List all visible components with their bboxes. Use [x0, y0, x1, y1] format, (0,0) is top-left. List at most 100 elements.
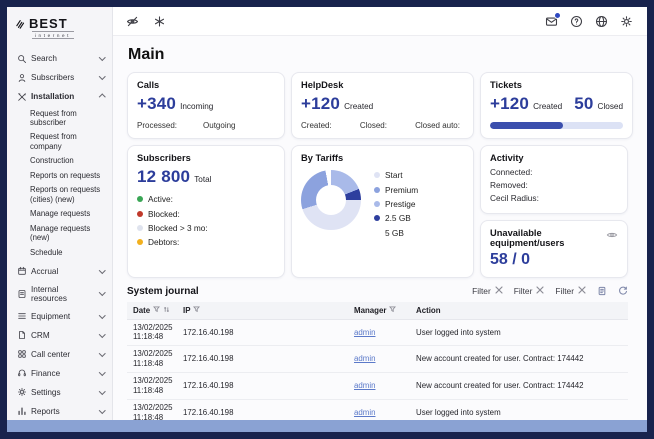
asterisk-button[interactable]	[152, 14, 167, 29]
refresh-icon	[619, 286, 627, 295]
column-header-ip[interactable]: IP	[177, 301, 348, 320]
right-column: Activity Connected: Removed: Cecil Radiu…	[480, 145, 628, 278]
chevron-up-icon	[98, 94, 105, 101]
search-icon	[16, 53, 27, 64]
legend-item-start: Start	[374, 168, 418, 182]
filter-chip-2[interactable]: Filter	[514, 286, 545, 296]
sidebar-item-accrual[interactable]: Accrual	[15, 262, 105, 281]
brand-logo: BEST internet	[15, 16, 105, 39]
main-area: Main Calls +340 Incoming Processed: Outg…	[113, 36, 647, 420]
helpdesk-value-label: Created	[344, 102, 374, 111]
sidebar-subitem-request-from-subscriber[interactable]: Request from subscriber	[30, 108, 77, 127]
close-icon[interactable]	[536, 286, 544, 296]
filter-funnel-icon[interactable]	[153, 306, 161, 315]
chevron-down-icon	[98, 54, 105, 61]
stats-row: Subscribers 12 800 Total Active: Blocked…	[127, 145, 628, 278]
sidebar-item-call-center[interactable]: Call center	[15, 345, 105, 364]
document-icon	[16, 330, 27, 341]
active-dot	[137, 196, 143, 203]
list-icon	[16, 311, 27, 322]
helpdesk-card: HelpDesk +120 Created Created: Closed: C…	[291, 72, 474, 139]
journal-refresh-button[interactable]	[618, 286, 628, 296]
manager-link[interactable]: admin	[354, 407, 376, 417]
manager-link[interactable]: admin	[354, 354, 376, 364]
tickets-closed-label: Closed	[597, 102, 624, 111]
messages-button[interactable]	[544, 11, 561, 29]
chevron-down-icon	[98, 330, 105, 338]
unavailable-value: 58 / 0	[490, 250, 531, 268]
sidebar-item-settings[interactable]: Settings	[15, 383, 105, 402]
document-icon	[598, 286, 606, 296]
activity-title: Activity	[490, 153, 524, 163]
close-icon[interactable]	[495, 286, 503, 296]
activity-removed-label: Removed:	[490, 179, 528, 190]
filter-chip-3[interactable]: Filter	[555, 286, 586, 296]
legend-item-5gb: 5 GB	[374, 226, 418, 240]
calls-processed-label: Processed:	[137, 121, 178, 130]
sidebar-item-reports[interactable]: Reports	[15, 402, 105, 420]
journal-export-button[interactable]	[597, 286, 607, 296]
mail-icon	[545, 16, 558, 26]
journal-row: 13/02/2025 11:18:48 172.16.40.198 admin N…	[127, 345, 628, 374]
manager-link[interactable]: admin	[354, 381, 376, 391]
filter-funnel-icon[interactable]	[193, 306, 201, 315]
column-header-manager[interactable]: Manager	[348, 301, 410, 320]
file-icon	[16, 288, 27, 299]
chevron-down-icon	[98, 368, 105, 376]
calls-card: Calls +340 Incoming Processed: Outgoing	[127, 72, 285, 139]
sidebar-item-installation[interactable]: Installation	[15, 87, 105, 106]
sidebar-subitem-reports-on-requests-cities-new[interactable]: Reports on requests (cities) (new)	[30, 185, 101, 204]
calendar-icon	[16, 266, 27, 277]
chevron-down-icon	[98, 387, 105, 395]
helpdesk-title: HelpDesk	[301, 80, 344, 90]
bar-chart-icon	[16, 406, 27, 417]
chevron-down-icon	[98, 266, 105, 274]
tickets-title: Tickets	[490, 80, 522, 90]
gear-icon	[16, 387, 27, 398]
installation-submenu: Request from subscriber Request from com…	[15, 106, 105, 260]
unavailable-card: Unavailable equipment/users 58 / 0	[480, 219, 628, 278]
manager-link[interactable]: admin	[354, 327, 376, 337]
column-header-action[interactable]: Action	[410, 301, 628, 320]
tools-icon	[16, 91, 27, 102]
sidebar-subitem-request-from-company[interactable]: Request from company	[30, 132, 77, 151]
help-button[interactable]	[569, 14, 584, 29]
helpdesk-value: +120	[301, 94, 341, 113]
tickets-card: Tickets +120 Created 50 Closed	[480, 72, 634, 139]
sidebar: BEST internet Search Subscribers Install…	[7, 7, 113, 420]
helpdesk-closed-auto-label: Closed auto:	[415, 121, 460, 130]
sidebar-item-search[interactable]: Search	[15, 49, 105, 68]
sidebar-subitem-schedule[interactable]: Schedule	[30, 247, 63, 257]
sort-icon[interactable]	[163, 306, 170, 315]
filter-funnel-icon[interactable]	[389, 306, 397, 315]
journal-header-row: Date IP Manager	[127, 301, 628, 320]
blocked-3mo-dot	[137, 224, 143, 231]
unavailable-eye-button[interactable]	[606, 228, 618, 246]
tariffs-donut-chart	[301, 170, 361, 230]
hide-eye-button[interactable]	[125, 14, 140, 29]
subscribers-legend: Active: Blocked: Blocked > 3 mo: Debtors…	[137, 192, 275, 250]
sidebar-item-internal-resources[interactable]: Internal resources	[15, 281, 105, 307]
settings-button[interactable]	[619, 14, 634, 29]
globe-icon	[595, 15, 608, 27]
helpdesk-closed-label: Closed:	[359, 121, 387, 130]
sidebar-item-finance[interactable]: Finance	[15, 364, 105, 383]
tickets-created-label: Created	[533, 102, 563, 111]
sidebar-subitem-manage-requests[interactable]: Manage requests	[30, 209, 91, 219]
close-icon[interactable]	[578, 286, 586, 296]
chevron-down-icon	[98, 311, 105, 319]
legend-item-prestige: Prestige	[374, 197, 418, 211]
sidebar-item-subscribers[interactable]: Subscribers	[15, 68, 105, 87]
sidebar-item-crm[interactable]: CRM	[15, 326, 105, 345]
subscribers-value-label: Total	[194, 175, 212, 184]
sidebar-item-equipment[interactable]: Equipment	[15, 307, 105, 326]
journal-row: 13/02/2025 11:18:48 172.16.40.198 admin U…	[127, 399, 628, 420]
sidebar-subitem-manage-requests-new[interactable]: Manage requests (new)	[30, 223, 91, 243]
language-button[interactable]	[594, 14, 609, 29]
column-header-date[interactable]: Date	[127, 301, 177, 320]
sidebar-subitem-construction[interactable]: Construction	[30, 156, 74, 166]
sidebar-subitem-reports-on-requests[interactable]: Reports on requests	[30, 170, 101, 180]
filter-chip-1[interactable]: Filter	[472, 286, 503, 296]
eye-icon	[606, 232, 618, 237]
